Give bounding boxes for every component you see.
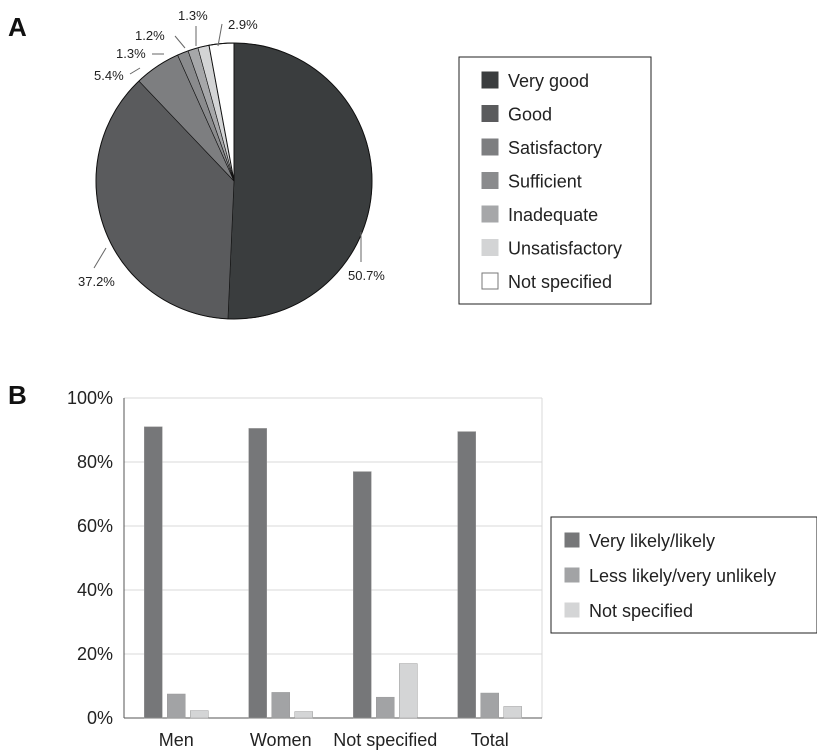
pie-legend-label: Not specified — [508, 272, 612, 292]
bar-men-series-3 — [190, 710, 209, 719]
y-tick-label: 40% — [77, 580, 113, 600]
x-category-label: Not specified — [333, 730, 437, 750]
pie-legend-label: Unsatisfactory — [508, 239, 622, 259]
pie-label-leader — [217, 23, 223, 47]
pie-legend-swatch — [481, 272, 499, 290]
pie-label-leader — [174, 35, 186, 49]
pie-legend-swatch — [481, 239, 499, 256]
pie-value-label: 37.2% — [78, 274, 115, 289]
pie-label-leader — [93, 247, 107, 269]
bar-total-series-3 — [503, 706, 522, 719]
bar-men-series-2 — [167, 693, 186, 719]
bar-legend-swatch — [564, 602, 580, 618]
pie-label-leader — [129, 67, 141, 75]
bar-not-specified-series-2 — [376, 696, 395, 719]
pie-legend-label: Inadequate — [508, 205, 598, 225]
bar-legend-label: Less likely/very unlikely — [589, 566, 776, 586]
bar-legend: Very likely/likely Less likely/very unlik… — [550, 516, 817, 634]
bar-legend-label: Not specified — [589, 601, 693, 621]
pie-legend-label: Good — [508, 105, 552, 125]
bar-total-series-1 — [457, 431, 476, 719]
bar-legend-swatch — [564, 532, 580, 548]
x-category-label: Men — [159, 730, 194, 750]
pie-value-label: 5.4% — [94, 68, 124, 83]
pie-legend-swatch — [481, 205, 499, 223]
y-tick-label: 20% — [77, 644, 113, 664]
bar-total-series-2 — [480, 692, 499, 719]
pie-chart: 50.7% 37.2% 5.4% 1.3% 1.2% 1.3% 2.9% — [78, 8, 385, 320]
pie-legend-swatch — [481, 105, 499, 122]
bar-not-specified-series-1 — [353, 471, 372, 719]
y-tick-label: 80% — [77, 452, 113, 472]
pie-legend-label: Very good — [508, 71, 589, 91]
y-tick-label: 0% — [87, 708, 113, 728]
bar-women-series-2 — [271, 692, 290, 719]
bar-legend-box — [550, 516, 817, 634]
y-tick-label: 60% — [77, 516, 113, 536]
panel-b-label: B — [8, 380, 27, 410]
pie-outline — [95, 42, 373, 320]
pie-value-label: 2.9% — [228, 17, 258, 32]
x-category-label: Women — [250, 730, 312, 750]
pie-legend-label: Satisfactory — [508, 138, 602, 158]
pie-value-label: 1.3% — [116, 46, 146, 61]
panel-a-label: A — [8, 12, 27, 42]
pie-legend: Very good Good Satisfactory Sufficient Inade… — [458, 56, 652, 305]
pie-value-label: 1.3% — [178, 8, 208, 23]
pie-legend-label: Sufficient — [508, 172, 582, 192]
pie-legend-swatch — [481, 138, 499, 156]
bar-not-specified-series-3 — [399, 663, 418, 719]
pie-value-label: 50.7% — [348, 268, 385, 283]
bar-legend-label: Very likely/likely — [589, 531, 715, 551]
bar-women-series-1 — [248, 428, 267, 719]
bar-women-series-3 — [294, 711, 313, 719]
pie-legend-swatch — [481, 71, 499, 89]
pie-legend-swatch — [481, 172, 499, 189]
bar-men-series-1 — [144, 426, 163, 719]
x-category-label: Total — [471, 730, 509, 750]
bar-chart: 0% 20% 40% 60% 80% 100% Men Women Not specified T… — [67, 388, 543, 750]
y-tick-label: 100% — [67, 388, 113, 408]
pie-value-label: 1.2% — [135, 28, 165, 43]
bar-legend-swatch — [564, 567, 580, 583]
